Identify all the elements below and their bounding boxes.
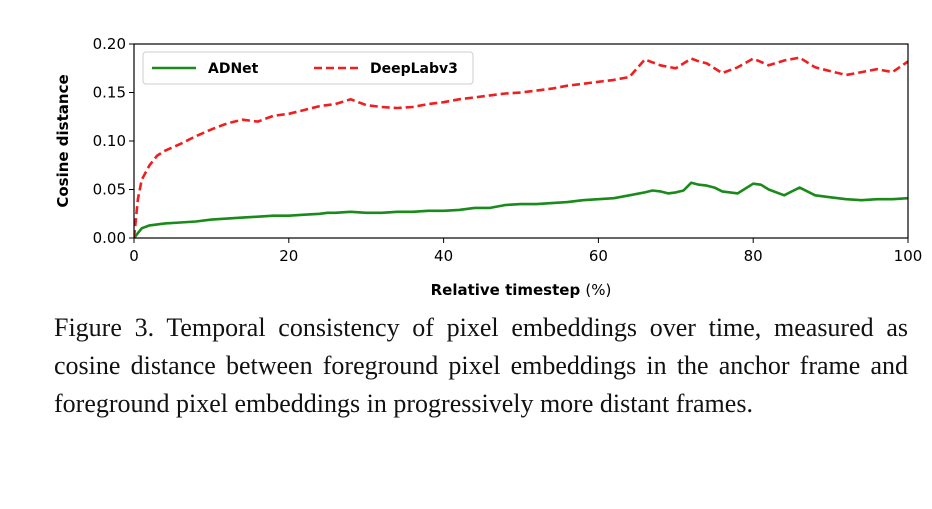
series-line-adnet <box>134 181 908 238</box>
x-tick-label: 20 <box>279 247 298 265</box>
plot-area <box>134 56 908 238</box>
x-tick-label: 100 <box>894 247 923 265</box>
y-tick-label: 0.05 <box>93 181 126 199</box>
y-tick-label: 0.15 <box>93 84 126 102</box>
x-tick-label: 0 <box>129 247 139 265</box>
legend: ADNet DeepLabv3 <box>142 51 474 85</box>
chart-canvas: Relative timestep (%) Cosine distance 0 20… <box>54 35 923 299</box>
x-axis-title-text: Relative timestep <box>431 281 586 299</box>
y-axis-title: Cosine distance <box>54 74 72 207</box>
axes: Relative timestep (%) Cosine distance <box>54 43 909 299</box>
legend-box <box>142 51 474 85</box>
x-axis-title: Relative timestep (%) <box>431 281 612 299</box>
series-line-deeplabv3 <box>134 56 908 238</box>
y-tick-label: 0.10 <box>93 132 126 150</box>
line-chart: Relative timestep (%) Cosine distance 0 20… <box>54 35 923 299</box>
legend-label-adnet: ADNet <box>208 61 259 77</box>
figure-caption: Figure 3. Temporal consistency of pixel … <box>54 313 908 418</box>
x-tick-label: 80 <box>744 247 763 265</box>
x-tick-label: 60 <box>589 247 608 265</box>
x-tick-label: 40 <box>434 247 453 265</box>
ticks: 0 20 40 60 80 100 0.00 0.05 0.10 0.15 0.20 <box>93 35 923 265</box>
x-axis-title-unit: (%) <box>585 281 611 299</box>
y-tick-label: 0.00 <box>93 229 126 247</box>
y-tick-label: 0.20 <box>93 35 126 53</box>
legend-label-deeplabv3: DeepLabv3 <box>370 61 458 77</box>
